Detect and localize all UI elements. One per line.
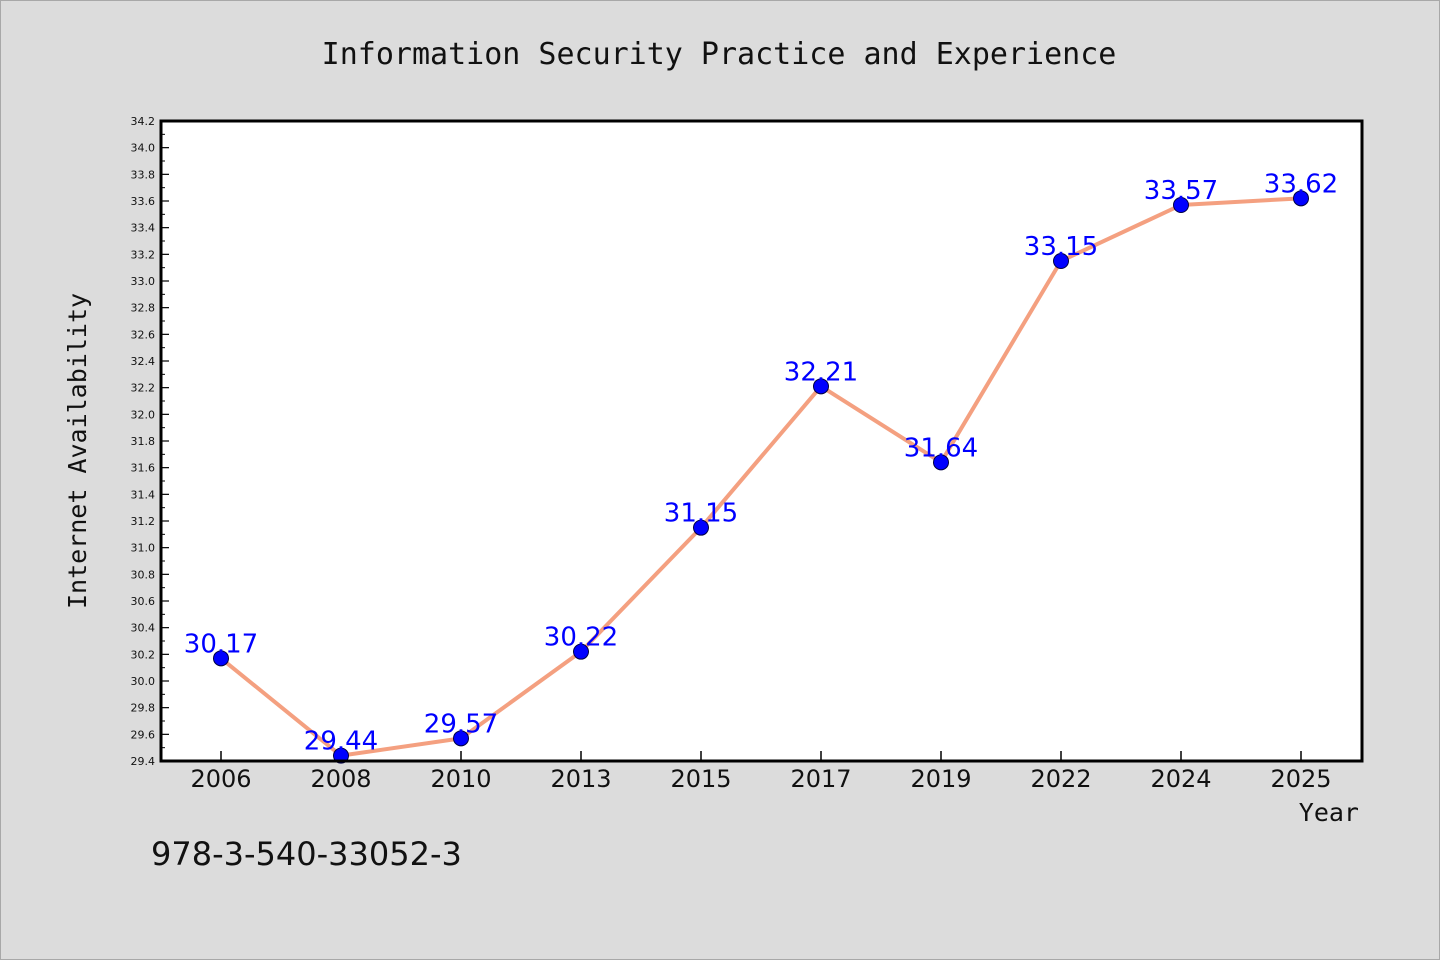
data-label: 33.62: [1264, 169, 1338, 199]
data-label: 30.17: [184, 629, 258, 659]
y-tick-label: 31.2: [131, 515, 156, 528]
y-tick-label: 30.8: [131, 568, 156, 581]
data-labels: 30.17 29.44 29.57 30.22 31.15 32.21 31.64 33.15…: [184, 169, 1338, 756]
data-label: 33.15: [1024, 232, 1098, 262]
y-tick-label: 33.2: [131, 248, 156, 261]
y-tick-label: 33.4: [131, 222, 156, 235]
x-tick-label: 2013: [550, 765, 611, 793]
y-tick-label: 32.8: [131, 302, 156, 315]
data-label: 31.64: [904, 433, 978, 463]
data-label: 29.44: [304, 727, 378, 757]
y-tick-label: 31.6: [131, 462, 156, 475]
x-tick-label: 2024: [1150, 765, 1211, 793]
y-tick-label: 29.8: [131, 702, 156, 715]
data-point: [933, 454, 949, 471]
data-point: [813, 378, 829, 395]
data-point: [1293, 190, 1309, 207]
data-label: 33.57: [1144, 176, 1218, 206]
x-tick-label: 2006: [190, 765, 251, 793]
x-tick-label: 2010: [430, 765, 491, 793]
plot-area: [161, 121, 1362, 761]
data-label: 32.21: [784, 357, 858, 387]
y-tick-label: 32.6: [131, 328, 156, 341]
data-point: [213, 650, 229, 667]
x-tick-label: 2015: [670, 765, 731, 793]
y-tick-label: 33.6: [131, 195, 156, 208]
series-layer: [213, 190, 1309, 764]
plot-frame: [159, 119, 1364, 763]
y-tick-label: 29.6: [131, 728, 156, 741]
y-tick-label: 34.0: [131, 142, 156, 155]
x-tick-label: 2008: [310, 765, 371, 793]
y-axis-ticks: 29.4 29.6 29.8 30.0 30.2 30.4 30.6 30.8 31.0 31.2…: [131, 115, 169, 768]
series-line: [219, 196, 1303, 758]
y-tick-label: 32.4: [131, 355, 156, 368]
x-tick-label: 2019: [910, 765, 971, 793]
y-tick-label: 33.8: [131, 168, 156, 181]
y-tick-label: 31.0: [131, 542, 156, 555]
y-tick-label: 33.0: [131, 275, 156, 288]
data-point: [693, 519, 709, 536]
chart-title: Information Security Practice and Experi…: [322, 37, 1117, 72]
y-tick-label: 30.6: [131, 595, 156, 608]
y-tick-label: 30.2: [131, 648, 156, 661]
data-point: [453, 730, 469, 747]
data-point: [333, 747, 349, 764]
y-tick-label: 32.0: [131, 408, 156, 421]
x-tick-label: 2017: [790, 765, 851, 793]
y-tick-label: 32.2: [131, 382, 156, 395]
data-point: [1173, 197, 1189, 213]
y-tick-label: 31.4: [131, 488, 156, 501]
data-label: 29.57: [424, 709, 498, 739]
x-tick-label: 2022: [1030, 765, 1091, 793]
data-label: 31.15: [664, 499, 738, 529]
y-tick-label: 31.8: [131, 435, 156, 448]
data-point: [573, 643, 589, 660]
x-axis-ticks: 2006 2008 2010 2013 2015 2017 2019 2022 2024 2025: [190, 751, 1332, 793]
y-tick-label: 29.4: [131, 755, 156, 768]
data-label: 30.22: [544, 623, 618, 653]
y-axis-title: Internet Availability: [63, 293, 92, 609]
isbn-text: 978-3-540-33052-3: [151, 835, 462, 873]
x-axis-title: Year: [1299, 798, 1359, 827]
y-tick-label: 30.0: [131, 675, 156, 688]
data-point: [1053, 253, 1069, 269]
y-tick-label: 34.2: [131, 115, 156, 128]
y-tick-label: 30.4: [131, 622, 156, 635]
x-tick-label: 2025: [1270, 765, 1331, 793]
